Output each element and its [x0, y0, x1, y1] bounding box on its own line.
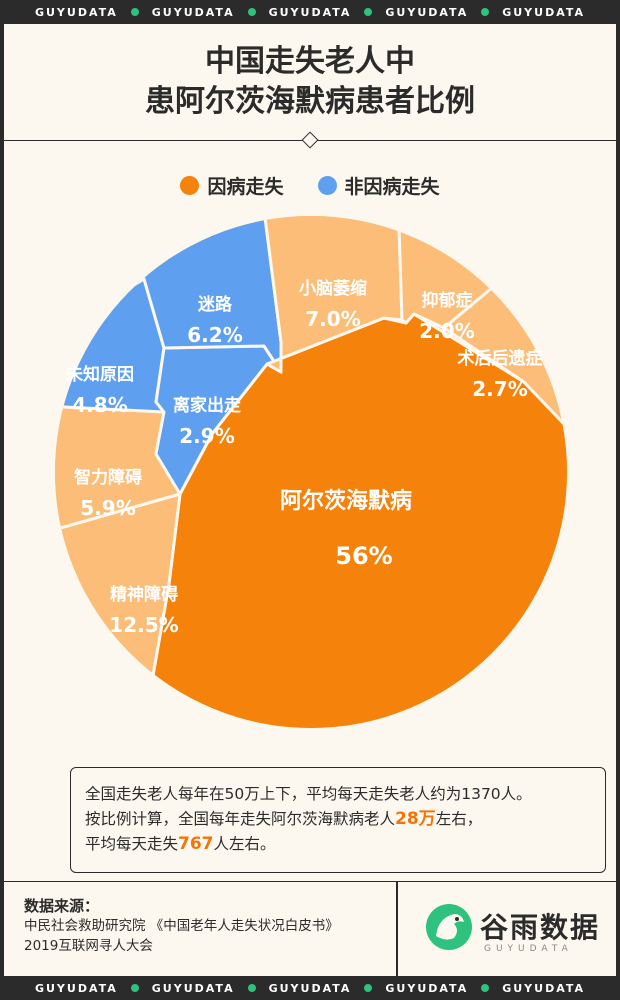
source-line-2: 2019互联网寻人大会 [24, 938, 153, 954]
callout-text: 左右， [435, 810, 483, 828]
callout-line-2: 按比例计算，全国每年走失阿尔茨海默病老人28万左右， [85, 807, 591, 832]
legend-item-non-disease: 非因病走失 [317, 172, 440, 199]
bird-logo-icon [426, 904, 472, 950]
pie-slice-2 [55, 492, 182, 728]
band-dot [481, 984, 490, 992]
source-label: 数据来源： [24, 897, 100, 915]
slice-label-6: 迷路 [197, 294, 233, 315]
brand-logo: 谷雨数据 GUYUDATA [424, 902, 604, 962]
callout-line-3: 平均每天走失767人左右。 [85, 832, 591, 857]
slice-value-7: 7.0% [305, 307, 360, 331]
chart-title: 中国走失老人中 患阿尔茨海默病患者比例 [4, 42, 616, 122]
band-dot [130, 984, 139, 992]
summary-callout: 全国走失老人每年在50万上下，平均每天走失老人约为1370人。 按比例计算，全国… [70, 743, 606, 873]
band-text: GUYUDATA [385, 981, 469, 995]
slice-value-1: 56% [335, 542, 392, 570]
slice-value-6: 6.2% [187, 323, 242, 347]
band-text: GUYUDATA [151, 5, 235, 19]
voronoi-pie-chart: 阿尔茨海默病 56% 精神障碍 12.5% 智力障碍 5.9% 未知原因 4.8% 离家出走 2.… [55, 216, 567, 728]
slice-label-7: 小脑萎缩 [299, 278, 367, 299]
slice-value-2: 12.5% [109, 613, 178, 637]
title-line-2: 患阿尔茨海默病患者比例 [145, 84, 475, 119]
band-text: GUYUDATA [502, 5, 586, 19]
slice-value-4: 4.8% [72, 393, 127, 417]
legend-label: 非因病走失 [344, 176, 440, 198]
band-dot [364, 8, 373, 16]
band-text: GUYUDATA [34, 5, 118, 19]
legend: 因病走失 非因病走失 [4, 172, 616, 199]
highlight-yearly-count: 28万 [395, 809, 436, 829]
band-text: GUYUDATA [385, 5, 469, 19]
footer: 数据来源： 中民社会救助研究院 《中国老年人走失状况白皮书》 2019互联网寻人… [4, 881, 616, 977]
band-text: GUYUDATA [268, 981, 352, 995]
callout-text: 平均每天走失 [85, 835, 179, 853]
band-dot [130, 8, 139, 16]
band-dot [364, 984, 373, 992]
data-source: 数据来源： 中民社会救助研究院 《中国老年人走失状况白皮书》 2019互联网寻人… [24, 896, 339, 956]
legend-swatch-orange [180, 176, 200, 195]
highlight-daily-count: 767 [178, 834, 214, 854]
band-dot [247, 8, 256, 16]
callout-text: 按比例计算，全国每年走失阿尔茨海默病老人 [85, 810, 396, 828]
band-dot [481, 8, 490, 16]
slice-label-4: 未知原因 [65, 364, 134, 385]
slice-label-3: 智力障碍 [74, 467, 142, 488]
band-text: GUYUDATA [34, 981, 118, 995]
slice-label-5: 离家出走 [173, 395, 241, 416]
band-text: GUYUDATA [151, 981, 235, 995]
band-dot [247, 984, 256, 992]
band-text: GUYUDATA [268, 5, 352, 19]
logo-name: 谷雨数据 [480, 911, 601, 944]
source-line-1: 中民社会救助研究院 《中国老年人走失状况白皮书》 [24, 918, 339, 934]
slice-value-8: 2.0% [419, 319, 474, 343]
slice-label-9: 术后后遗症 [458, 348, 543, 369]
bottom-brand-band: GUYUDATA GUYUDATA GUYUDATA GUYUDATA GUYU… [0, 976, 620, 1000]
legend-label: 因病走失 [207, 176, 284, 198]
top-brand-band: GUYUDATA GUYUDATA GUYUDATA GUYUDATA GUYU… [0, 0, 620, 24]
footer-divider [396, 882, 398, 977]
slice-value-9: 2.7% [472, 377, 527, 401]
title-line-1: 中国走失老人中 [205, 44, 415, 79]
slice-label-1: 阿尔茨海默病 [280, 488, 412, 514]
callout-text: 人左右。 [213, 835, 276, 853]
slice-label-8: 抑郁症 [422, 290, 473, 311]
header: 中国走失老人中 患阿尔茨海默病患者比例 [4, 24, 616, 141]
pie-slice-7 [260, 216, 404, 374]
infographic-card: 中国走失老人中 患阿尔茨海默病患者比例 因病走失 非因病走失 阿尔茨海默病 56%… [4, 24, 616, 977]
band-text: GUYUDATA [502, 981, 586, 995]
slice-value-3: 5.9% [80, 496, 135, 520]
legend-item-disease: 因病走失 [180, 172, 284, 199]
logo-subtext: GUYUDATA [484, 944, 573, 954]
slice-label-2: 精神障碍 [110, 584, 178, 605]
legend-swatch-blue [317, 176, 337, 195]
slice-value-5: 2.9% [179, 424, 234, 448]
callout-line-1: 全国走失老人每年在50万上下，平均每天走失老人约为1370人。 [85, 785, 532, 803]
